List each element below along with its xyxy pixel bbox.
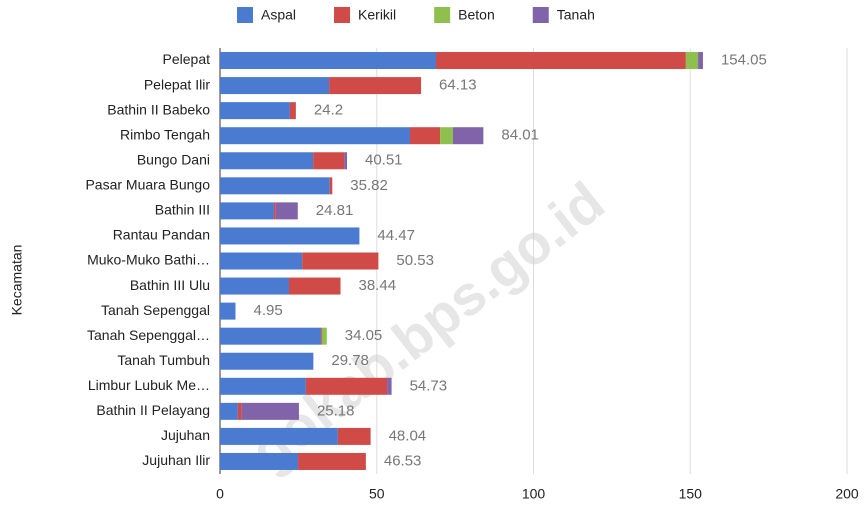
total-label: 4.95 (254, 302, 283, 319)
bar-segment (237, 402, 242, 420)
bar-segment (452, 127, 484, 145)
bar-segment (220, 327, 321, 345)
y-axis-label: Kecamatan (9, 245, 25, 316)
y-tick-label: Bathin III Ulu (130, 277, 210, 293)
total-label: 84.01 (501, 127, 539, 144)
total-label: 25.18 (317, 402, 355, 419)
x-tick-label: 200 (835, 486, 859, 502)
y-tick-label: Bathin II Babeko (107, 101, 210, 117)
bar-segment (220, 252, 303, 270)
bar-segment (344, 152, 347, 170)
total-label: 54.73 (410, 377, 448, 394)
bar-segment (241, 402, 299, 420)
bar-segment (337, 427, 371, 445)
bar-segment (320, 327, 322, 345)
total-label: 24.81 (316, 202, 354, 219)
bar-segment (409, 127, 441, 145)
legend-label: Kerikil (358, 7, 396, 23)
bar-segment (698, 52, 703, 70)
bar-segment (329, 177, 333, 195)
legend-swatch (334, 7, 351, 23)
bar-segment (288, 277, 341, 295)
bar-segment (387, 377, 392, 395)
y-tick-label: Tanah Sepenggal… (87, 327, 210, 343)
y-tick-label: Pasar Muara Bungo (85, 177, 210, 193)
bar-segment (220, 52, 437, 70)
bar-segment (275, 202, 298, 220)
total-label: 24.2 (314, 102, 343, 119)
y-tick-label: Muko-Muko Bathi… (87, 252, 210, 268)
bar-segment (273, 202, 276, 220)
y-tick-label: Bathin II Pelayang (96, 402, 210, 418)
bar-segment (220, 302, 236, 320)
bar-segment (685, 52, 699, 70)
total-label: 48.04 (389, 427, 427, 444)
y-tick-label: Rantau Pandan (113, 227, 210, 243)
bar-segment (220, 152, 314, 170)
total-label: 64.13 (439, 77, 477, 94)
bar-segment (302, 252, 379, 270)
y-tick-label: Tanah Sepenggal (101, 302, 210, 318)
bar-segment (220, 227, 360, 245)
bar-segment (220, 277, 289, 295)
x-tick-label: 100 (522, 486, 546, 502)
legend-swatch (532, 7, 549, 23)
x-tick-label: 50 (369, 486, 385, 502)
y-tick-label: Pelepat (163, 51, 211, 67)
y-tick-label: Jujuhan (161, 427, 210, 443)
bar-segment (298, 452, 366, 470)
y-tick-label: Limbur Lubuk Me… (88, 377, 210, 393)
total-label: 44.47 (377, 227, 415, 244)
bar-segment (329, 77, 422, 95)
bar-segment (321, 327, 327, 345)
y-tick-label: Bungo Dani (137, 151, 210, 167)
legend-label: Tanah (557, 7, 595, 23)
bar-segment (220, 402, 238, 420)
legend-label: Aspal (261, 7, 296, 23)
legend-swatch (237, 7, 253, 23)
bar-segment (220, 202, 274, 220)
bar-segment (220, 377, 306, 395)
total-label: 35.82 (350, 177, 388, 194)
bar-segment (220, 352, 314, 370)
total-label: 40.51 (365, 152, 403, 169)
legend-swatch (434, 7, 451, 23)
x-tick-label: 150 (679, 486, 703, 502)
bar-segment (289, 102, 296, 120)
total-label: 50.53 (396, 252, 434, 269)
legend-label: Beton (458, 7, 495, 23)
bar-segment (220, 452, 299, 470)
bar-segment (305, 377, 388, 395)
bar-segment (313, 152, 345, 170)
y-tick-label: Pelepat Ilir (144, 76, 210, 92)
x-tick-label: 0 (216, 486, 224, 502)
total-label: 46.53 (384, 452, 422, 469)
bar-segment (436, 52, 686, 70)
bar-segment (220, 102, 290, 120)
y-tick-label: Jujuhan Ilir (142, 452, 210, 468)
bar-segment (220, 177, 330, 195)
y-tick-label: Rimbo Tengah (120, 126, 210, 142)
bar-segment (220, 427, 338, 445)
bar-segment (220, 127, 410, 145)
total-label: 38.44 (359, 277, 397, 294)
bar-segment (440, 127, 453, 145)
y-tick-label: Bathin III (155, 202, 210, 218)
total-label: 154.05 (721, 51, 767, 68)
y-tick-label: Tanah Tumbuh (117, 352, 210, 368)
bar-segment (220, 77, 330, 95)
total-label: 34.05 (345, 327, 383, 344)
total-label: 29.78 (331, 352, 369, 369)
